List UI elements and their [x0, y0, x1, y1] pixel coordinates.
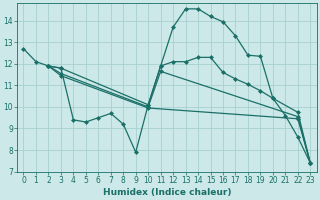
X-axis label: Humidex (Indice chaleur): Humidex (Indice chaleur) — [103, 188, 231, 197]
